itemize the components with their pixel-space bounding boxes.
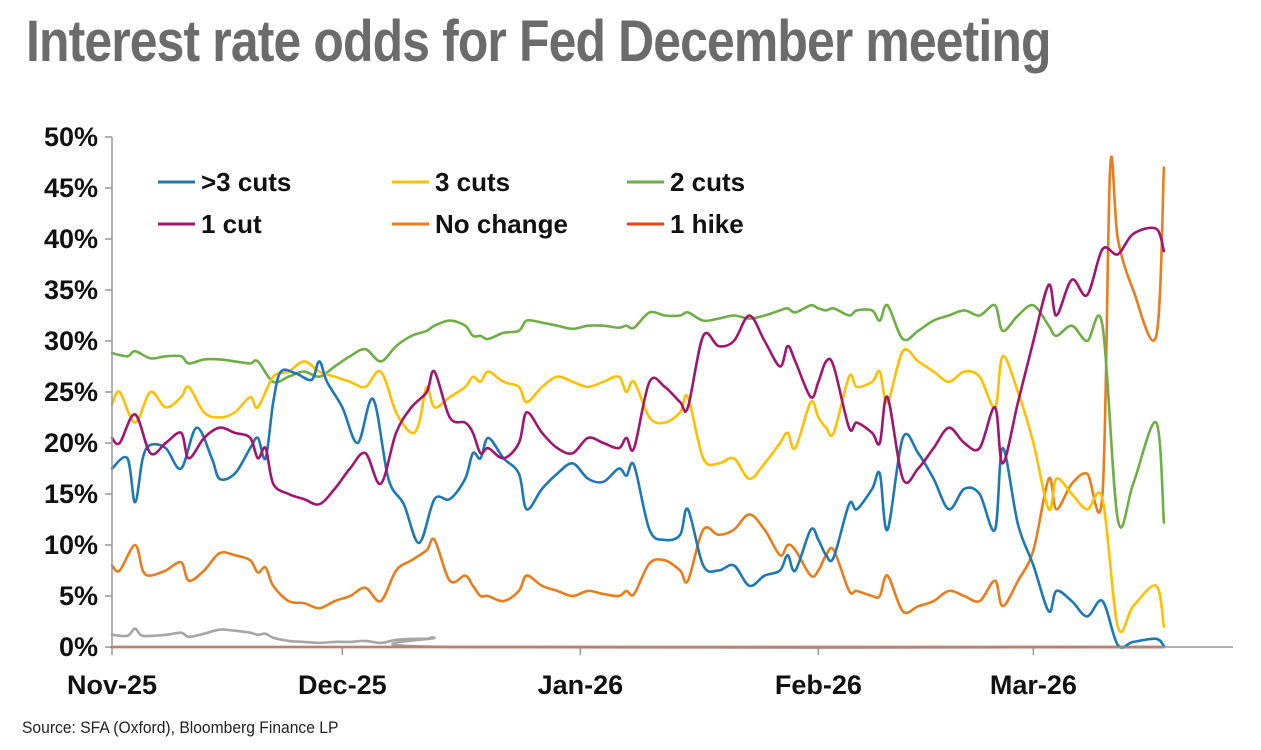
y-tick-label: 20%	[44, 428, 98, 458]
y-axis-ticks: 0% 5% 10% 15% 20% 25% 30% 35% 40% 45% 50%	[44, 122, 112, 662]
legend-label: 1 cut	[201, 209, 262, 239]
series-line-1-cut	[110, 226, 1166, 506]
x-tick-label: Dec-25	[298, 670, 387, 700]
y-tick-label: 30%	[44, 326, 98, 356]
source-note: Source: SFA (Oxford), Bloomberg Finance …	[22, 718, 339, 737]
series-line-3-cuts	[110, 360, 1166, 649]
y-tick-label: 15%	[44, 479, 98, 509]
legend-label: No change	[435, 209, 568, 239]
axes	[111, 137, 1233, 648]
chart-title: Interest rate odds for Fed December meet…	[26, 9, 1051, 74]
y-tick-label: 40%	[44, 224, 98, 254]
y-tick-label: 10%	[44, 530, 98, 560]
legend-label: >3 cuts	[201, 167, 291, 197]
y-tick-label: 25%	[44, 377, 98, 407]
series-line-no-change	[110, 155, 1166, 615]
y-tick-label: 5%	[59, 581, 98, 611]
legend-label: 3 cuts	[435, 167, 510, 197]
series-line-3-cuts	[110, 348, 1166, 634]
y-tick-label: 50%	[44, 122, 98, 152]
series-lines	[110, 155, 1166, 649]
y-tick-label: 0%	[59, 632, 98, 662]
y-tick-label: 35%	[44, 275, 98, 305]
x-tick-label: Nov-25	[67, 670, 157, 700]
series-line-2-cuts	[110, 303, 1166, 529]
series-line-other	[110, 627, 1166, 649]
x-axis-ticks: Nov-25 Dec-25 Jan-26 Feb-26 Mar-26	[67, 647, 1077, 700]
x-tick-label: Jan-26	[538, 670, 624, 700]
x-tick-label: Mar-26	[990, 670, 1077, 700]
legend-label: 1 hike	[670, 209, 744, 239]
y-tick-label: 45%	[44, 173, 98, 203]
x-tick-label: Feb-26	[775, 670, 862, 700]
legend-label: 2 cuts	[670, 167, 745, 197]
legend: >3 cuts 3 cuts 2 cuts 1 cut No change 1 hike	[158, 167, 745, 239]
